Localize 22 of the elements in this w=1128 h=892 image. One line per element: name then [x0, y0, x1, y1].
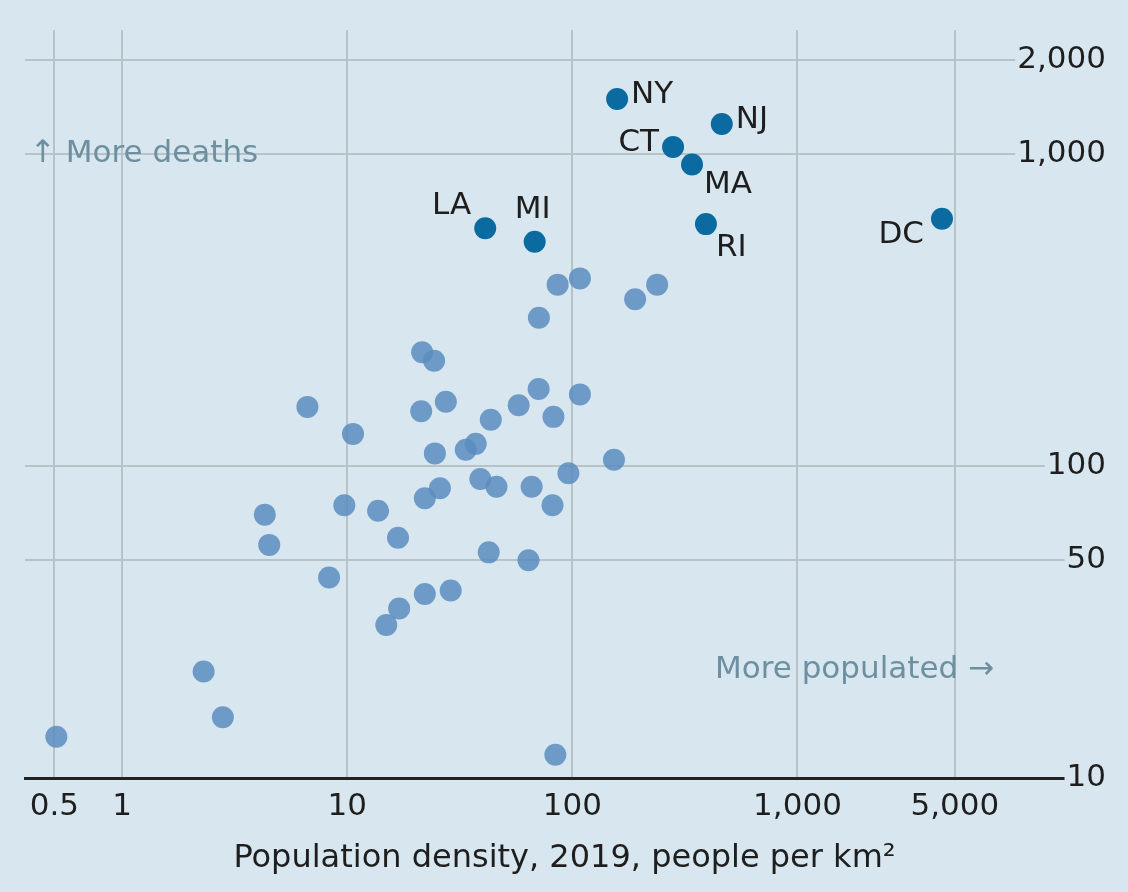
x-tick-label: 5,000 [910, 786, 1000, 823]
annotation: MI [514, 188, 551, 225]
annotation: CT [618, 122, 661, 159]
x-tick-label: 0.5 [29, 786, 80, 823]
annotation: DC [878, 213, 924, 250]
x-tick-label: 1,000 [753, 786, 842, 823]
y-tick-label: 2,000 [1017, 39, 1106, 76]
x-tick-label: 10 [327, 786, 368, 823]
y-tick-label: 100 [1046, 445, 1106, 482]
annotation: LA [432, 185, 472, 222]
y-tick-label: 1,000 [1017, 133, 1106, 170]
x-tick-label: 100 [542, 786, 602, 823]
x-axis-title: Population density, 2019, people per km² [233, 837, 896, 876]
annotation: NJ [735, 99, 769, 135]
annotation: RI [715, 227, 747, 264]
y-tick-label: 10 [1066, 757, 1106, 794]
x-tick-label: 1 [112, 786, 133, 823]
annotation: NY [631, 74, 674, 111]
y-tick-label: 50 [1066, 539, 1106, 576]
annotation: ↑ More deaths [30, 133, 259, 170]
annotation: MA [704, 163, 752, 200]
annotation: More populated → [714, 649, 994, 686]
